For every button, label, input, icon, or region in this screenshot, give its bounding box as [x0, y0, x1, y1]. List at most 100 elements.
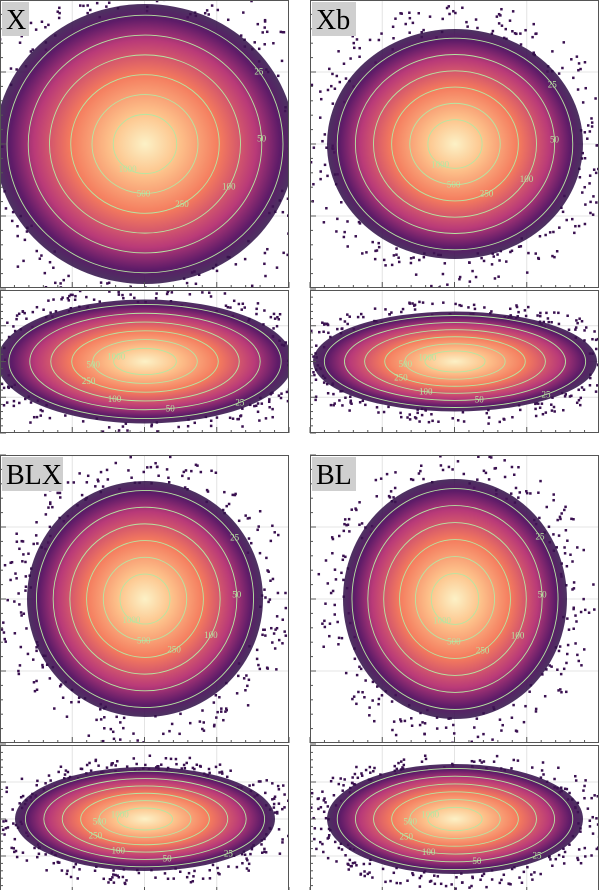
scatter-dot	[201, 291, 204, 294]
scatter-dot	[331, 589, 335, 593]
scatter-dot	[460, 881, 464, 884]
scatter-dot	[591, 337, 594, 341]
scatter-dot	[371, 680, 375, 684]
scatter-dot	[341, 404, 344, 407]
scatter-dot	[170, 722, 174, 726]
scatter-dot	[559, 517, 562, 521]
scatter-dot	[517, 465, 520, 469]
scatter-dot	[18, 802, 21, 805]
scatter-dot	[256, 22, 260, 26]
scatter-dot	[209, 295, 213, 298]
scatter-dot	[519, 32, 522, 35]
scatter-dot	[444, 726, 448, 729]
scatter-dot	[253, 404, 256, 408]
scatter-dot	[465, 20, 468, 24]
scatter-dot	[350, 508, 354, 511]
scatter-dot	[335, 74, 339, 78]
scatter-dot	[346, 313, 349, 316]
scatter-dot	[20, 614, 23, 617]
scatter-dot	[66, 869, 69, 873]
scatter-dot	[582, 548, 585, 552]
scatter-dot	[214, 471, 218, 474]
scatter-dot	[550, 665, 553, 668]
scatter-dot	[514, 729, 518, 732]
scatter-dot	[340, 327, 343, 331]
scatter-dot	[148, 754, 152, 757]
scatter-dot	[468, 886, 471, 889]
scatter-dot	[368, 862, 372, 866]
panel-label: X	[6, 5, 26, 36]
scatter-dot	[168, 729, 171, 733]
scatter-dot	[329, 403, 333, 407]
scatter-dot	[485, 885, 488, 889]
scatter-dot	[269, 579, 272, 582]
scatter-dot	[384, 308, 387, 311]
contour-label: 25	[542, 389, 552, 399]
scatter-dot	[310, 791, 314, 795]
scatter-dot	[538, 234, 542, 238]
scatter-dot	[577, 659, 581, 663]
scatter-dot	[333, 87, 337, 90]
scatter-dot	[500, 24, 504, 27]
scatter-dot	[154, 297, 158, 300]
scatter-dot	[324, 559, 328, 562]
scatter-dot	[562, 855, 565, 859]
scatter-dot	[95, 1, 99, 5]
scatter-dot	[289, 45, 292, 48]
scatter-dot	[298, 153, 301, 156]
scatter-dot	[277, 802, 281, 805]
scatter-dot	[399, 718, 402, 721]
scatter-dot	[392, 496, 395, 499]
scatter-dot	[195, 763, 199, 766]
scatter-dot	[410, 724, 414, 727]
scatter-dot	[553, 311, 556, 314]
scatter-dot	[56, 491, 59, 495]
scatter-dot	[561, 210, 565, 214]
scatter-dot	[256, 528, 259, 532]
scatter-dot	[331, 776, 335, 780]
contour-label: 1000	[111, 810, 130, 820]
scatter-dot	[462, 472, 466, 476]
scatter-dot	[40, 254, 43, 257]
scatter-dot	[306, 354, 309, 357]
scatter-dot	[537, 257, 541, 261]
scatter-dot	[351, 697, 354, 701]
scatter-dot	[390, 263, 394, 267]
scatter-dot	[183, 486, 187, 489]
scatter-dot	[575, 319, 578, 322]
scatter-dot	[503, 475, 507, 479]
scatter-dot	[268, 406, 271, 409]
scatter-dot	[277, 394, 281, 397]
scatter-dot	[64, 769, 68, 772]
scatter-dot	[67, 274, 70, 278]
scatter-dot	[519, 245, 523, 248]
scatter-dot	[373, 766, 376, 770]
scatter-dot	[12, 847, 16, 850]
density	[327, 764, 583, 874]
scatter-dot	[351, 861, 355, 865]
scatter-dot	[35, 305, 39, 309]
scatter-dot	[213, 723, 216, 727]
scatter-dot	[206, 490, 210, 493]
scatter-dot	[70, 701, 73, 704]
scatter-dot	[20, 539, 24, 543]
scatter-dot	[570, 517, 573, 521]
scatter-dot	[565, 564, 569, 568]
scatter-dot	[352, 695, 356, 698]
density	[15, 767, 275, 871]
scatter-dot	[63, 773, 67, 776]
scatter-dot	[251, 783, 255, 787]
scatter-dot	[74, 294, 77, 298]
scatter-dot	[418, 885, 422, 888]
scatter-dot	[245, 867, 249, 870]
scatter-dot	[458, 303, 461, 307]
scatter-dot	[423, 754, 427, 758]
scatter-dot	[435, 727, 439, 730]
scatter-dot	[187, 477, 190, 480]
scatter-dot	[227, 865, 230, 868]
scatter-dot	[205, 488, 209, 492]
scatter-dot	[54, 310, 58, 313]
scatter-dot	[332, 794, 336, 797]
scatter-dot	[245, 857, 248, 860]
